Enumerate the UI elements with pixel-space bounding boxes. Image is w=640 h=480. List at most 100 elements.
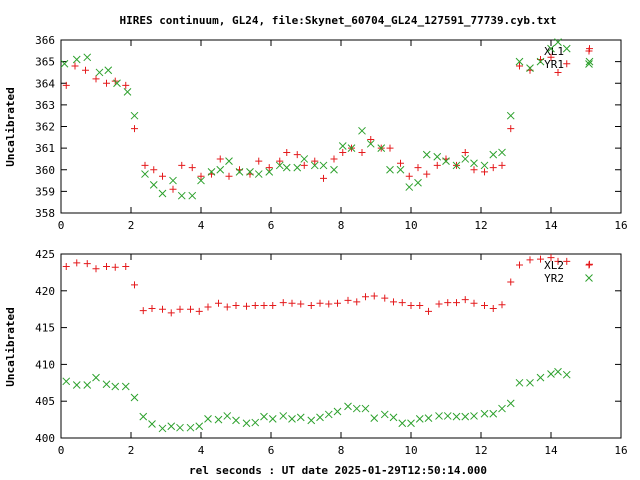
top-xl1-point [423,170,431,178]
bottom-xl2-point [407,302,415,310]
top-xl1-point [188,164,196,172]
bottom-yr2-point [296,413,305,422]
top-xl1-point [131,125,138,133]
top-y-tick-label: 362 [35,121,55,134]
top-yr1-point [130,111,139,120]
bottom-yr2-point [324,410,333,419]
top-yr1-point [188,191,197,200]
bottom-legend-marker [585,261,593,269]
top-yr1-point [480,161,489,170]
bottom-xl2-point [435,300,443,308]
bottom-y-tick-label: 400 [35,432,55,445]
bottom-yr2-point [526,378,534,387]
bottom-yr2-point [223,412,232,420]
bottom-yr2-point [139,412,148,421]
bottom-xl2-point [453,299,460,307]
top-yr1-point [547,44,555,53]
bottom-y-tick-label: 415 [35,322,55,335]
bottom-xl2-point [498,301,506,309]
bottom-yr2-point [307,416,316,425]
bottom-xl2-point [325,300,333,308]
top-yr1-point [169,176,177,185]
bottom-xl2-point [139,307,147,315]
bottom-y-axis-label: Uncalibrated [4,307,17,386]
bottom-xl2-point [111,263,119,271]
top-y-tick-label: 366 [35,34,55,47]
top-xl1-point [82,66,89,74]
top-yr1-point [347,144,356,152]
bottom-yr2-point [204,415,212,423]
bottom-yr2-point [111,382,120,391]
top-xl1-point [169,185,177,193]
bottom-xl2-point [83,260,91,268]
bottom-yr2-point [489,409,498,418]
bottom-yr2-point [176,423,184,432]
top-y-tick-label: 363 [35,99,55,112]
bottom-yr2-point [333,407,342,416]
bottom-x-tick-label: 2 [128,444,135,457]
bottom-yr2-point [398,419,407,428]
bottom-xl2-point [195,307,203,315]
bottom-xl2-point [547,254,555,262]
top-xl1-point [339,148,347,156]
top-yr1-point [515,57,524,66]
bottom-xl2-point [122,263,130,271]
bottom-legend-label: XL2 [544,259,564,272]
top-xl1-point [62,81,70,89]
top-y-tick-label: 364 [35,77,55,90]
bottom-xl2-point [516,261,523,269]
bottom-xl2-point [103,263,110,271]
bottom-yr2-point [167,422,176,431]
bottom-xl2-point [62,263,70,271]
top-xl1-point [71,62,79,70]
bottom-xl2-point [554,257,562,265]
bottom-xl2-point [251,302,259,310]
top-panel: Uncalibrated 0 2 4 6 8 10 12 14 16 358 359 360 361 36… [4,34,628,232]
bottom-y-tick-label: 425 [35,248,55,261]
bottom-xl2-point [353,298,361,306]
bottom-plot-frame [60,253,622,439]
bottom-yr2-point [72,381,81,389]
bottom-yr2-point [102,380,111,389]
bottom-xl2-point [563,257,571,265]
bottom-yr2-point [214,415,223,424]
top-xl1-point [276,157,284,165]
bottom-yr2-point [242,419,251,428]
top-x-tick-label: 2 [128,219,135,232]
bottom-xl2-point [507,278,515,286]
bottom-xl2-point [159,305,166,313]
top-yr1-point [158,189,167,198]
top-y-tick-label: 360 [35,164,55,177]
top-xl1-point [547,53,555,61]
bottom-yr2-point [554,367,562,376]
top-yr1-point [235,168,244,176]
bottom-yr2-point [515,378,524,387]
bottom-xl2-point [307,302,315,310]
bottom-legend-marker [585,274,593,282]
top-xl1-point [563,60,571,68]
top-xl1-point [197,172,205,180]
top-xl1-point [141,161,149,169]
top-xl1-point [330,155,338,163]
bottom-x-tick-label: 8 [338,444,345,457]
bottom-y-tick-label: 410 [35,358,55,371]
bottom-panel: Uncalibrated rel seconds : UT date 2025-… [4,248,628,477]
bottom-xl2-point [537,255,544,263]
bottom-yr2-point [92,373,100,382]
bottom-yr2-point [268,415,277,423]
top-xl1-point [265,164,273,172]
bottom-yr2-point [195,422,204,431]
bottom-yr2-point [158,424,167,433]
bottom-xl2-point [223,303,231,311]
bottom-xl2-point [73,259,81,267]
bottom-xl2-point [131,281,138,289]
top-yr1-point [83,53,92,62]
bottom-x-tick-label: 6 [268,444,275,457]
top-yr1-point [366,139,375,148]
top-yr1-point [104,66,113,75]
top-yr1-point [216,165,225,174]
top-yr1-point [177,191,186,200]
top-xl1-point [216,155,224,163]
bottom-yr2-point [435,412,443,420]
top-yr1-point [422,150,431,159]
